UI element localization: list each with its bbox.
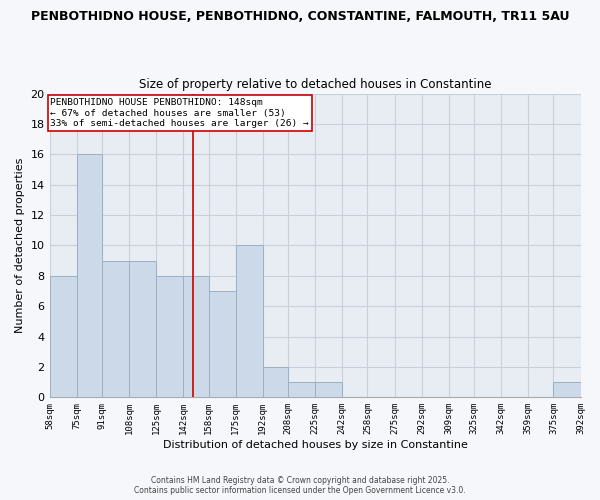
- Bar: [263, 367, 288, 398]
- Bar: [156, 276, 183, 398]
- Bar: [129, 260, 156, 398]
- Text: PENBOTHIDNO HOUSE PENBOTHIDNO: 148sqm
← 67% of detached houses are smaller (53)
: PENBOTHIDNO HOUSE PENBOTHIDNO: 148sqm ← …: [50, 98, 309, 128]
- Bar: [209, 291, 236, 398]
- Title: Size of property relative to detached houses in Constantine: Size of property relative to detached ho…: [139, 78, 491, 91]
- Text: Contains HM Land Registry data © Crown copyright and database right 2025.
Contai: Contains HM Land Registry data © Crown c…: [134, 476, 466, 495]
- Bar: [77, 154, 102, 398]
- Bar: [102, 260, 129, 398]
- Y-axis label: Number of detached properties: Number of detached properties: [15, 158, 25, 333]
- Bar: [553, 382, 581, 398]
- Bar: [288, 382, 315, 398]
- X-axis label: Distribution of detached houses by size in Constantine: Distribution of detached houses by size …: [163, 440, 467, 450]
- Bar: [50, 276, 77, 398]
- Bar: [183, 276, 209, 398]
- Bar: [236, 246, 263, 398]
- Bar: [315, 382, 342, 398]
- Text: PENBOTHIDNO HOUSE, PENBOTHIDNO, CONSTANTINE, FALMOUTH, TR11 5AU: PENBOTHIDNO HOUSE, PENBOTHIDNO, CONSTANT…: [31, 10, 569, 23]
